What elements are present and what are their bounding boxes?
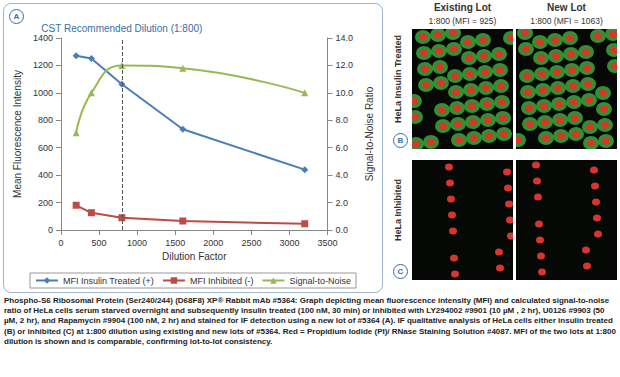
svg-text:600: 600 — [38, 143, 53, 153]
svg-text:1000: 1000 — [127, 238, 147, 248]
html-text:1:800 (MFI = 925): 1:800 (MFI = 925) — [428, 16, 497, 26]
svg-text:Dilution Factor: Dilution Factor — [162, 251, 227, 262]
html-text:HeLa Inhibited: HeLa Inhibited — [393, 179, 403, 241]
svg-text:1000: 1000 — [33, 88, 53, 98]
svg-text:MFI Inhibited (-): MFI Inhibited (-) — [190, 276, 254, 286]
svg-text:4.0: 4.0 — [336, 170, 349, 180]
svg-text:10.0: 10.0 — [336, 88, 354, 98]
svg-text:3500: 3500 — [318, 238, 338, 248]
svg-text:Signal-to-Noise: Signal-to-Noise — [289, 276, 351, 286]
html-text:Phospho-S6 Ribosomal Protein (: Phospho-S6 Ribosomal Protein (Ser240/244… — [4, 296, 616, 346]
svg-text:0.0: 0.0 — [336, 225, 349, 235]
svg-text:800: 800 — [38, 115, 53, 125]
html-text:A: A — [13, 12, 20, 21]
svg-text:12.0: 12.0 — [336, 60, 354, 70]
svg-text:3000: 3000 — [279, 238, 299, 248]
svg-text:Mean Fluorescence Intensity: Mean Fluorescence Intensity — [12, 70, 23, 198]
svg-text:8.0: 8.0 — [336, 115, 349, 125]
svg-text:0: 0 — [58, 238, 63, 248]
svg-text:200: 200 — [38, 198, 53, 208]
svg-text:1200: 1200 — [33, 60, 53, 70]
svg-text:500: 500 — [92, 238, 107, 248]
svg-text:2500: 2500 — [241, 238, 261, 248]
html-text:C: C — [397, 267, 404, 276]
svg-text:MFI Insulin Treated (+): MFI Insulin Treated (+) — [63, 276, 154, 286]
svg-text:0: 0 — [48, 225, 53, 235]
html-text:1:800 (MFI = 1063): 1:800 (MFI = 1063) — [530, 16, 603, 26]
svg-text:6.0: 6.0 — [336, 143, 349, 153]
svg-text:Signal-to-Noise Ratio: Signal-to-Noise Ratio — [364, 86, 375, 181]
svg-text:14.0: 14.0 — [336, 33, 354, 43]
svg-text:1400: 1400 — [33, 33, 53, 43]
html-text:New Lot: New Lot — [547, 2, 586, 13]
html-text:HeLa Insulin Treated: HeLa Insulin Treated — [393, 35, 403, 123]
svg-text:1500: 1500 — [165, 238, 185, 248]
html-text:B: B — [397, 136, 404, 145]
svg-text:2000: 2000 — [203, 238, 223, 248]
html-text:Existing Lot: Existing Lot — [433, 2, 492, 13]
svg-text:400: 400 — [38, 170, 53, 180]
svg-text:2.0: 2.0 — [336, 198, 349, 208]
svg-text:CST Recommended Dilution (1:80: CST Recommended Dilution (1:800) — [41, 23, 202, 34]
